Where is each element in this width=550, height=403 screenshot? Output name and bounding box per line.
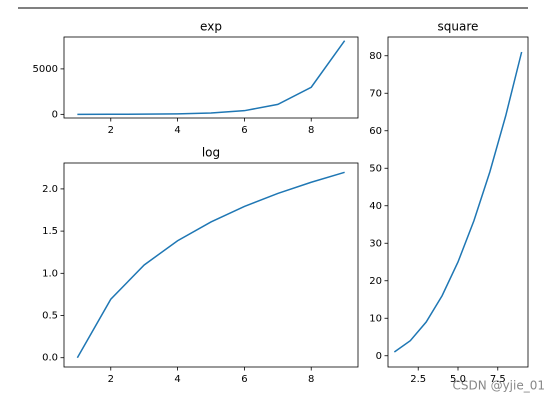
axes-frame: [387, 36, 529, 368]
y-tick-label: 30: [369, 238, 382, 249]
subplot: log 2 4 6 8 0.0 0.5 1.0 1.5 2.0: [42, 146, 359, 385]
x-tick-label: 5.0: [450, 374, 466, 385]
y-tick-label: 40: [369, 201, 382, 212]
axes-frame: [63, 162, 359, 368]
x-tick-label: 4: [174, 125, 180, 136]
y-tick-label: 0.0: [42, 353, 58, 364]
y-tick-label: 0: [376, 351, 382, 362]
y-tick-label: 10: [369, 313, 382, 324]
y-tick-label: 1.5: [42, 226, 58, 237]
x-tick-label: 2.5: [410, 374, 426, 385]
plot-area: [393, 51, 523, 353]
y-tick-label: 50: [369, 163, 382, 174]
y-tick-label: 20: [369, 276, 382, 287]
line: [77, 40, 346, 116]
x-tick-label: 6: [241, 374, 247, 385]
y-tick-label: 80: [369, 51, 382, 62]
y-tick-label: 60: [369, 126, 382, 137]
x-tick-label: 4: [174, 374, 180, 385]
y-tick-label: 1.0: [42, 268, 58, 279]
y-tick-label: 0: [52, 109, 58, 120]
subplot: square 2.5 5.0 7.5 0 10 20 30 40 50 60 70 80: [369, 20, 529, 385]
axes-frame: [63, 36, 359, 119]
line: [393, 51, 523, 353]
y-tick-label: 0.5: [42, 311, 58, 322]
y-tick-label: 2.0: [42, 184, 58, 195]
plot-area: [76, 171, 345, 359]
subplot: exp 2 4 6 8 0 5000: [33, 20, 359, 136]
x-tick-label: 6: [241, 125, 247, 136]
x-tick-label: 8: [308, 374, 314, 385]
y-tick-label: 70: [369, 88, 382, 99]
x-tick-label: 8: [308, 125, 314, 136]
subplot-title: log: [202, 146, 220, 160]
x-tick-label: 7.5: [490, 374, 506, 385]
y-tick-label: 5000: [33, 64, 58, 75]
watermark: CSDN @yjie_01: [453, 379, 545, 393]
line: [76, 171, 345, 359]
x-tick-label: 2: [108, 125, 114, 136]
plot-area: [77, 40, 346, 116]
x-tick-label: 2: [108, 374, 114, 385]
subplot-title: exp: [200, 20, 222, 34]
subplot-title: square: [438, 20, 479, 34]
